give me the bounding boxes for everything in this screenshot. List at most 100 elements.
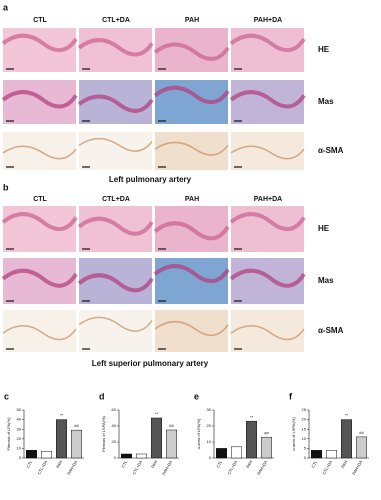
tissue-band	[153, 264, 230, 283]
panel-label: c	[4, 391, 9, 401]
tissue-band	[153, 42, 230, 61]
y-tick-label: 20	[302, 417, 307, 422]
y-tick-label: 0	[114, 455, 117, 460]
tissue-band	[1, 268, 78, 288]
x-tick-label: CTL	[215, 459, 223, 469]
y-tick-label: 10	[302, 436, 307, 441]
histology-image	[79, 206, 152, 252]
panel-label: d	[99, 391, 105, 401]
x-tick-label: PAH	[245, 459, 253, 468]
significance-marker: **	[60, 413, 64, 418]
y-tick-label: 20	[112, 439, 117, 444]
column-header: PAH+DA	[254, 17, 282, 24]
y-tick-label: 30	[207, 407, 212, 412]
bar	[311, 450, 322, 459]
histology-image	[231, 80, 304, 124]
tissue-band	[1, 90, 78, 109]
y-tick-label: 0	[19, 455, 22, 460]
y-axis-label: α-area of LSPA(%)	[291, 417, 296, 451]
column-header: PAH	[185, 196, 199, 203]
y-tick-label: 15	[302, 426, 307, 431]
significance-marker: ##	[74, 423, 79, 428]
x-tick-label: PAH+DA	[351, 459, 363, 475]
y-tick-label: 20	[207, 423, 212, 428]
bar	[356, 436, 367, 459]
panel-label: f	[289, 391, 293, 401]
row-label: HE	[318, 224, 330, 233]
column-header: CTL	[33, 17, 47, 24]
y-tick-label: 20	[17, 436, 22, 441]
bar	[166, 429, 177, 459]
tissue-band	[77, 216, 154, 236]
tissue-band	[229, 268, 306, 288]
tissue-band	[230, 145, 305, 160]
y-tick-label: 40	[112, 423, 117, 428]
row-label: Mas	[318, 276, 334, 285]
tissue-band	[154, 320, 229, 336]
x-tick-label: PAH+DA	[66, 459, 78, 475]
tissue-band	[153, 221, 230, 241]
x-tick-label: CTL	[120, 459, 128, 469]
panel-label: e	[194, 391, 199, 401]
bar	[136, 453, 147, 459]
y-tick-label: 50	[17, 407, 22, 412]
histology-image	[3, 258, 76, 304]
x-tick-label: CTL+DA	[36, 459, 48, 475]
significance-marker: **	[345, 413, 349, 418]
bar	[341, 419, 352, 459]
x-tick-label: CTL+DA	[131, 459, 143, 475]
tissue-band	[78, 316, 153, 332]
column-header: PAH+DA	[254, 196, 282, 203]
histology-image	[79, 132, 152, 170]
row-label: Mas	[318, 97, 334, 106]
y-axis-label: α-area of LPA(%)	[196, 418, 201, 449]
row-label: α-SMA	[318, 326, 344, 335]
histology-image	[3, 80, 76, 124]
tissue-band	[229, 90, 306, 109]
tissue-band	[229, 33, 306, 52]
tissue-band	[154, 141, 229, 156]
x-tick-label: CTL+DA	[321, 459, 333, 475]
row-label: α-SMA	[318, 146, 344, 155]
x-tick-label: PAH	[55, 459, 63, 468]
tissue-band	[1, 212, 78, 231]
bar	[71, 429, 82, 459]
column-header: CTL+DA	[102, 17, 130, 24]
tissue-band	[2, 325, 77, 341]
histology-image	[155, 132, 228, 170]
column-header: PAH	[185, 17, 199, 24]
bar	[261, 436, 272, 459]
y-tick-label: 30	[17, 426, 22, 431]
tissue-band	[229, 212, 306, 231]
tissue-band	[2, 145, 77, 160]
y-axis-label: Fibrosis of LSPA(%)	[101, 415, 106, 451]
x-tick-label: CTL	[25, 459, 33, 469]
row-label: HE	[318, 45, 330, 54]
bar	[121, 453, 132, 459]
tissue-band	[77, 38, 154, 57]
panel-caption: Left pulmonary artery	[109, 175, 192, 184]
panel-label: b	[3, 182, 9, 192]
bar	[26, 450, 37, 459]
y-axis-label: Fibrosis of LPA(%)	[6, 417, 11, 451]
y-tick-label: 0	[209, 455, 212, 460]
tissue-band	[1, 33, 78, 52]
panel-caption: Left superior pulmonary artery	[92, 359, 209, 368]
bar	[326, 450, 337, 459]
tissue-band	[77, 94, 154, 113]
histology-image	[155, 310, 228, 352]
histology-image	[79, 310, 152, 352]
y-tick-label: 5	[304, 445, 307, 450]
x-tick-label: CTL	[310, 459, 318, 469]
bar	[56, 419, 67, 459]
histology-image	[79, 28, 152, 72]
significance-marker: ##	[264, 430, 269, 435]
column-header: CTL	[33, 196, 47, 203]
significance-marker: **	[155, 411, 159, 416]
bar	[151, 417, 162, 459]
significance-marker: ##	[169, 423, 174, 428]
bar	[216, 448, 227, 459]
bar	[246, 420, 257, 459]
bar	[231, 446, 242, 459]
